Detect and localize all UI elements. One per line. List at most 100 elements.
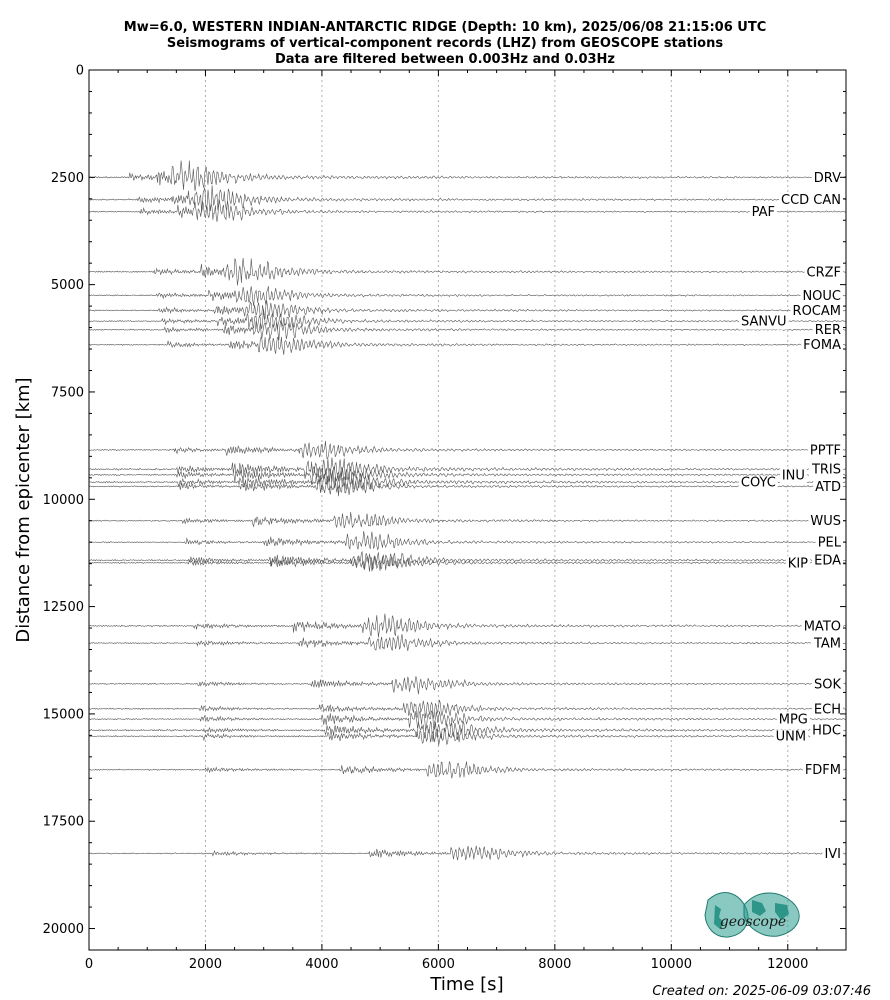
trace-crzf <box>89 257 846 286</box>
trace-ccd-can <box>89 185 846 213</box>
trace-tris <box>89 457 846 482</box>
axis-ticks: 0 2000 4000 6000 8000 10000 12000 0 2500 5000 7500… <box>43 64 846 972</box>
trace-foma <box>89 336 846 355</box>
x-tick-label: 12000 <box>767 957 808 972</box>
y-tick-label: 20000 <box>43 922 84 937</box>
trace-mato <box>89 613 846 638</box>
station-label-bg <box>785 556 811 572</box>
y-tick-label: 5000 <box>51 278 84 293</box>
trace-rer <box>89 320 846 341</box>
trace-sanvu <box>89 309 846 330</box>
station-label: EDA <box>814 554 841 569</box>
title-line-1: Mw=6.0, WESTERN INDIAN-ANTARCTIC RIDGE (… <box>124 20 766 35</box>
x-tick-label: 10000 <box>651 957 692 972</box>
x-tick-label: 2000 <box>189 957 222 972</box>
chart-title: Mw=6.0, WESTERN INDIAN-ANTARCTIC RIDGE (… <box>124 20 766 67</box>
trace-mpg <box>89 710 846 732</box>
station-label-bg <box>738 475 778 491</box>
x-tick-label: 6000 <box>422 957 455 972</box>
station-label-bg <box>815 535 844 551</box>
x-tick-label: 4000 <box>305 957 338 972</box>
station-label-bg <box>801 619 843 635</box>
station-label: KIP <box>788 556 808 571</box>
station-label-bg <box>779 468 807 484</box>
station-label: INU <box>782 468 805 483</box>
station-label: CRZF <box>807 265 842 280</box>
station-label-bg <box>810 723 843 739</box>
title-line-2: Seismograms of vertical-component record… <box>167 36 723 51</box>
station-label: MPG <box>779 713 808 728</box>
station-label-bg <box>804 265 843 281</box>
y-tick-label: 2500 <box>51 171 84 186</box>
station-label: CCD CAN <box>781 193 841 208</box>
station-label: SANVU <box>741 315 787 330</box>
trace-pptf <box>89 440 846 460</box>
logo-continents <box>714 900 789 929</box>
station-label-bg <box>779 193 843 209</box>
y-tick-label: 0 <box>76 64 84 79</box>
trace-atd <box>89 476 846 496</box>
station-label-bg <box>811 170 844 186</box>
station-label: ECH <box>814 702 841 717</box>
x-tick-label: 8000 <box>538 957 571 972</box>
station-label: ATD <box>815 480 841 495</box>
station-label-bg <box>812 323 843 339</box>
trace-coyc <box>89 469 846 497</box>
trace-ivi <box>89 845 846 861</box>
station-label: TAM <box>813 637 841 652</box>
station-label: PAF <box>752 205 775 220</box>
trace-kip <box>89 554 846 572</box>
station-label-bg <box>800 288 843 304</box>
station-label-bg <box>812 553 844 569</box>
created-timestamp: Created on: 2025-06-09 03:07:46 <box>652 984 871 999</box>
station-label: DRV <box>814 171 841 186</box>
trace-sok <box>89 676 846 695</box>
station-label: NOUC <box>802 289 841 304</box>
trace-nouc <box>89 285 846 306</box>
station-label: ROCAM <box>793 304 841 319</box>
station-label: WUS <box>810 514 841 529</box>
trace-eda <box>89 550 846 572</box>
station-label-bg <box>813 479 843 495</box>
station-label-bg <box>738 314 789 330</box>
station-label-bg <box>802 763 843 779</box>
station-label: SOK <box>814 677 841 692</box>
trace-unm <box>89 727 846 746</box>
station-label: TRIS <box>811 463 841 478</box>
station-label-bg <box>808 514 843 530</box>
trace-fdfm <box>89 760 846 779</box>
station-label: RER <box>815 323 841 338</box>
trace-hdc <box>89 721 846 742</box>
station-label-bg <box>801 338 844 354</box>
x-axis-label: Time [s] <box>429 974 503 995</box>
station-label: HDC <box>812 724 841 739</box>
station-label-bg <box>810 636 843 652</box>
geoscope-logo: geoscope <box>704 892 800 938</box>
y-axis-label: Distance from epicenter [km] <box>13 377 34 642</box>
station-label-bg <box>808 462 843 478</box>
logo-text: geoscope <box>720 914 786 930</box>
y-tick-label: 7500 <box>51 385 84 400</box>
station-label: MATO <box>804 619 841 634</box>
trace-wus <box>89 511 846 529</box>
trace-ech <box>89 699 846 719</box>
station-label-bg <box>790 303 843 319</box>
station-label-bg <box>822 846 843 862</box>
station-label-bg <box>749 205 777 221</box>
trace-tam <box>89 634 846 651</box>
y-tick-label: 17500 <box>43 815 84 830</box>
station-label-bg <box>773 729 809 745</box>
traces <box>89 160 846 861</box>
trace-paf <box>89 199 846 222</box>
logo-globe-left <box>704 892 749 938</box>
station-label-bg <box>811 702 843 718</box>
station-label-bg <box>807 443 843 459</box>
trace-rocam <box>89 300 846 320</box>
x-grid <box>204 70 789 950</box>
station-label: UNM <box>776 730 806 745</box>
x-tick-label: 0 <box>85 957 93 972</box>
trace-drv <box>89 160 846 191</box>
y-tick-label: 12500 <box>43 600 84 615</box>
station-label-bg <box>776 712 810 728</box>
